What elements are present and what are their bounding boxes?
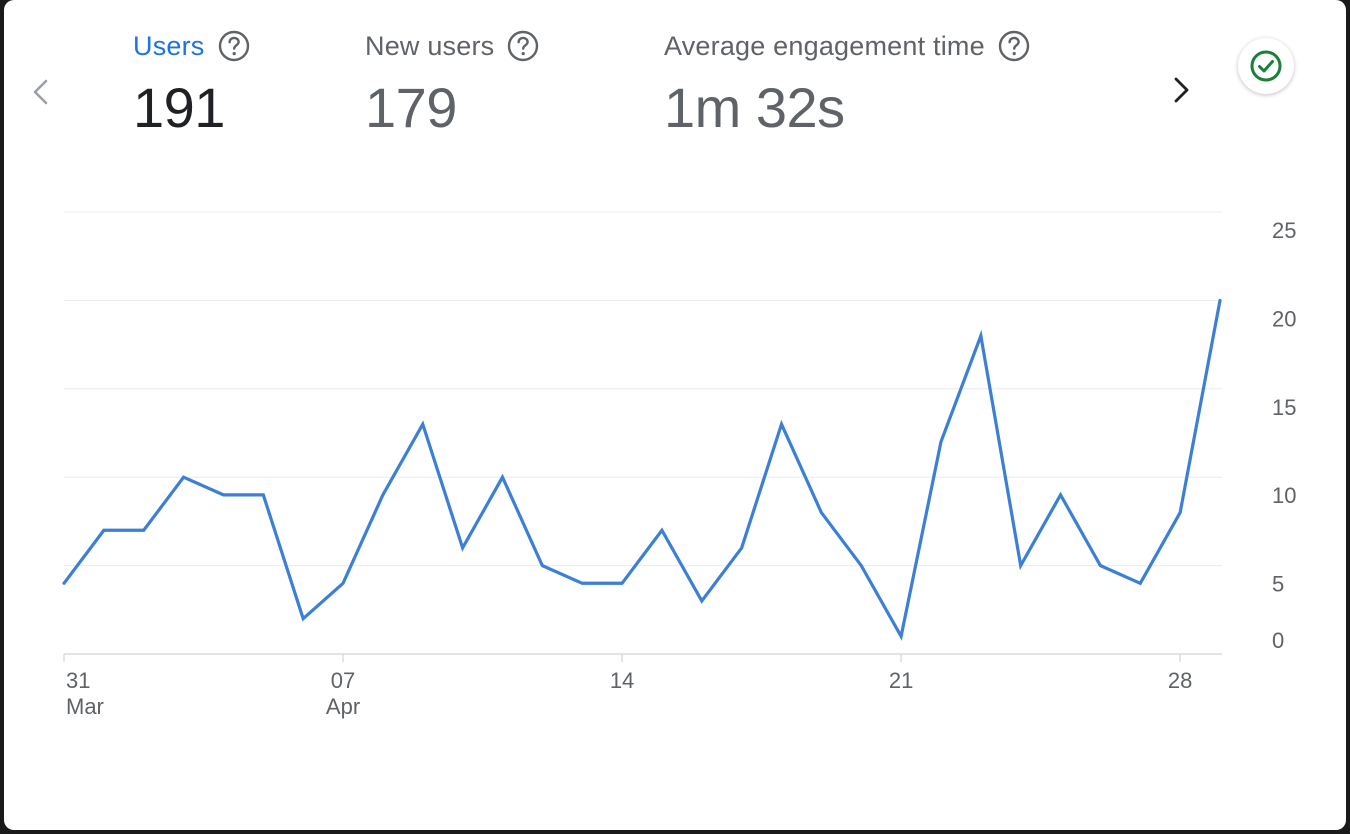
data-point[interactable]: [297, 613, 309, 625]
series-line: [62, 298, 1222, 641]
data-point[interactable]: [457, 542, 469, 554]
data-point[interactable]: [1214, 294, 1226, 306]
y-tick-label: 5: [1272, 572, 1284, 597]
metric-new-users-value: 179: [365, 76, 457, 139]
metric-new-users[interactable]: New users 179: [365, 26, 540, 136]
metric-users-value: 191: [133, 76, 225, 139]
data-point[interactable]: [138, 524, 150, 536]
data-point[interactable]: [58, 577, 70, 589]
data-point[interactable]: [257, 489, 269, 501]
data-point[interactable]: [536, 560, 548, 572]
prev-metrics-button[interactable]: [20, 72, 60, 112]
chevron-left-icon: [33, 79, 48, 105]
data-point[interactable]: [1174, 507, 1186, 519]
x-tick-label: 14: [610, 668, 634, 693]
data-point[interactable]: [217, 489, 229, 501]
help-icon[interactable]: [506, 29, 540, 63]
data-point[interactable]: [337, 577, 349, 589]
metric-avg-engagement-value: 1m 32s: [664, 76, 845, 139]
data-point[interactable]: [935, 436, 947, 448]
data-point[interactable]: [576, 577, 588, 589]
y-tick-label: 20: [1272, 306, 1296, 331]
chevron-right-icon: [1174, 77, 1189, 103]
x-tick-month-label: Apr: [326, 694, 360, 719]
data-point[interactable]: [975, 330, 987, 342]
metric-avg-engagement-label: Average engagement time: [664, 30, 985, 61]
data-point[interactable]: [1094, 560, 1106, 572]
data-point[interactable]: [377, 489, 389, 501]
y-tick-label: 0: [1272, 628, 1284, 653]
data-point[interactable]: [417, 418, 429, 430]
x-tick-month-label: Mar: [66, 694, 104, 719]
data-point[interactable]: [696, 595, 708, 607]
data-point[interactable]: [1134, 577, 1146, 589]
data-point[interactable]: [178, 471, 190, 483]
x-tick-label: 21: [889, 668, 913, 693]
y-tick-label: 25: [1272, 218, 1296, 243]
data-point[interactable]: [656, 524, 668, 536]
help-icon[interactable]: [997, 29, 1031, 63]
data-point[interactable]: [815, 507, 827, 519]
data-point[interactable]: [855, 560, 867, 572]
check-circle-icon: [1250, 50, 1282, 82]
help-icon[interactable]: [217, 29, 251, 63]
metric-users-label: Users: [133, 30, 205, 61]
y-tick-label: 10: [1272, 483, 1296, 508]
metric-avg-engagement[interactable]: Average engagement time 1m 32s: [664, 26, 1031, 136]
x-tick-label: 28: [1168, 668, 1192, 693]
data-point[interactable]: [98, 524, 110, 536]
data-point[interactable]: [776, 418, 788, 430]
metric-new-users-label: New users: [365, 30, 495, 61]
data-point[interactable]: [616, 577, 628, 589]
analytics-card: Users 191 New users 179 Average engageme…: [4, 0, 1346, 830]
metric-users[interactable]: Users 191: [133, 26, 251, 136]
status-badge[interactable]: [1238, 38, 1294, 94]
next-metrics-button[interactable]: [1162, 70, 1202, 110]
data-point[interactable]: [496, 471, 508, 483]
x-tick-label: 31: [66, 668, 90, 693]
data-point[interactable]: [1055, 489, 1067, 501]
x-tick-label: 07: [331, 668, 355, 693]
y-tick-label: 15: [1272, 395, 1296, 420]
data-point[interactable]: [895, 630, 907, 642]
data-point[interactable]: [736, 542, 748, 554]
data-point[interactable]: [1015, 560, 1027, 572]
